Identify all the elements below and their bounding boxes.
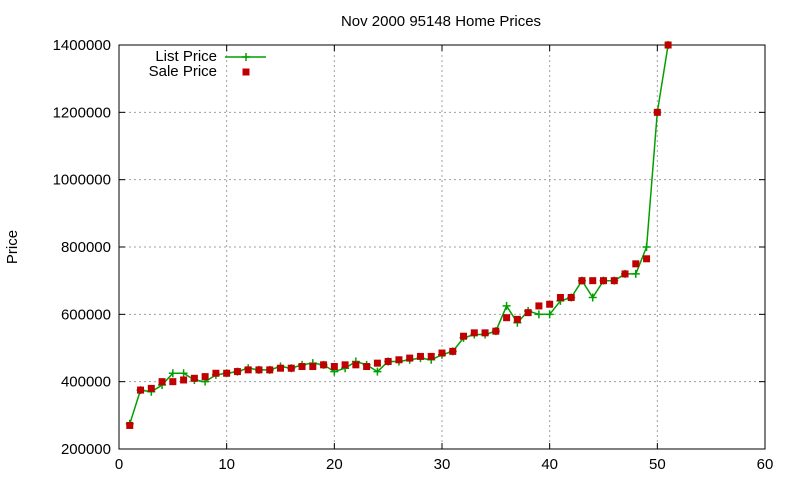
sale-price-point — [244, 366, 252, 374]
sale-price-point — [363, 363, 371, 371]
sale-price-point — [406, 354, 414, 362]
sale-price-point — [190, 374, 198, 382]
x-tick-label: 0 — [115, 456, 123, 473]
x-tick-label: 20 — [326, 456, 343, 473]
axis-ticks: 0 10 20 30 40 50 60 200000 400000 600000 800000 100… — [53, 37, 774, 473]
sale-price-point — [492, 327, 500, 335]
list-price-point — [588, 293, 597, 302]
sale-price-point — [277, 364, 284, 372]
y-axis-label: Price — [4, 230, 21, 264]
sale-price-point — [352, 361, 360, 369]
sale-price-point — [503, 314, 511, 322]
sale-price-point — [137, 386, 145, 394]
sale-price-point — [567, 294, 575, 301]
sale-price-point — [287, 364, 295, 372]
legend-marker-sale-price — [242, 68, 250, 76]
legend-marker-list-price — [242, 53, 250, 61]
sale-price-point — [556, 294, 564, 301]
list-price-point — [545, 310, 554, 319]
sale-price-point — [309, 363, 317, 371]
sale-price-point — [384, 357, 392, 365]
sale-price-point — [255, 366, 263, 374]
sale-price-point — [158, 378, 166, 386]
sale-price-point — [643, 255, 651, 263]
sale-price-point — [169, 378, 177, 386]
sale-price-point — [126, 421, 134, 429]
sale-price-point — [395, 356, 403, 364]
sale-price-point — [481, 329, 489, 337]
sale-price-point — [524, 309, 532, 317]
sale-price-point — [180, 376, 188, 384]
list-price-point — [534, 310, 543, 319]
legend-label-list-price: List Price — [155, 48, 217, 65]
list-price-point — [373, 367, 382, 376]
sale-price-point — [664, 41, 672, 49]
sale-price-point — [470, 329, 478, 337]
sale-price-point — [653, 108, 661, 116]
y-tick-label: 600000 — [61, 306, 111, 323]
y-tick-label: 1200000 — [53, 104, 111, 121]
legend-label-sale-price: Sale Price — [149, 63, 217, 80]
sale-price-point — [416, 352, 424, 360]
grid — [119, 45, 765, 449]
series-layer — [125, 41, 673, 429]
sale-price-point — [460, 332, 468, 340]
sale-price-point — [233, 368, 241, 376]
y-tick-label: 1000000 — [53, 172, 111, 189]
list-price-point — [631, 269, 640, 278]
sale-price-point — [266, 366, 274, 374]
sale-price-point — [147, 384, 155, 392]
sale-price-point — [427, 352, 435, 360]
sale-price-point — [373, 359, 381, 367]
sale-price-point — [513, 315, 521, 323]
legend: List Price Sale Price — [149, 48, 266, 80]
sale-price-point — [632, 260, 640, 268]
sale-price-point — [320, 361, 328, 369]
sale-price-point — [546, 300, 554, 308]
sale-price-point — [578, 277, 586, 285]
sale-price-point — [212, 369, 220, 377]
sale-price-point — [449, 347, 457, 355]
chart-title: Nov 2000 95148 Home Prices — [341, 13, 541, 30]
sale-price-point — [341, 361, 349, 369]
y-tick-label: 400000 — [61, 374, 111, 391]
sale-price-point — [330, 363, 338, 371]
sale-price-point — [298, 363, 306, 371]
y-tick-label: 1400000 — [53, 37, 111, 54]
x-tick-label: 40 — [541, 456, 558, 473]
sale-price-point — [201, 373, 209, 381]
y-tick-label: 800000 — [61, 239, 111, 256]
sale-price-point — [438, 349, 446, 357]
x-tick-label: 50 — [649, 456, 666, 473]
x-tick-label: 30 — [434, 456, 451, 473]
list-price-point — [168, 369, 177, 378]
y-tick-label: 200000 — [61, 441, 111, 458]
x-tick-label: 10 — [218, 456, 235, 473]
sale-price-point — [621, 270, 629, 278]
sale-price-point — [223, 369, 231, 377]
list-price-point — [179, 369, 188, 378]
sale-price-point — [600, 277, 607, 285]
sale-price-point — [589, 277, 597, 285]
x-tick-label: 60 — [757, 456, 774, 473]
list-price-point — [642, 243, 651, 251]
sale-price-point — [610, 277, 618, 285]
list-price-point — [502, 301, 511, 310]
sale-price-point — [535, 302, 543, 310]
